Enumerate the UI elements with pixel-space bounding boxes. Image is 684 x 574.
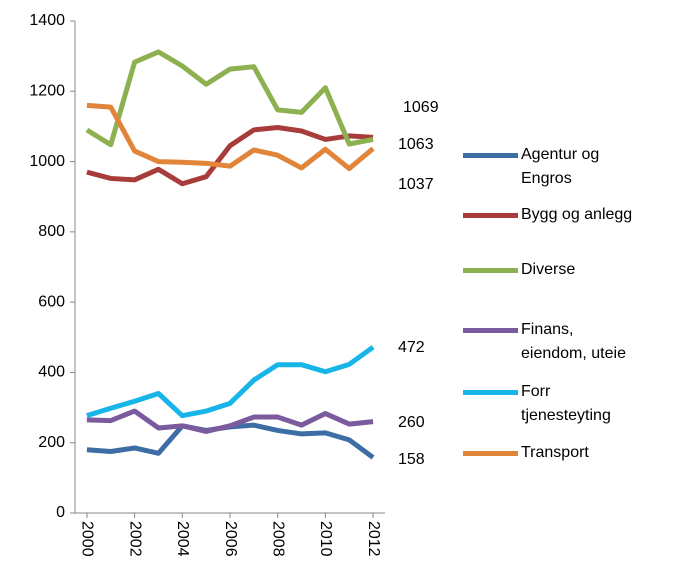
series-line: [86, 422, 375, 460]
y-tick-label: 200: [38, 434, 65, 451]
legend-swatch: [463, 390, 518, 395]
y-tick-label: 1000: [29, 153, 65, 170]
y-tick-label: 600: [38, 293, 65, 310]
legend-label: Bygg og anlegg: [521, 206, 633, 223]
series-line: [85, 49, 374, 148]
x-tick-label: 2002: [126, 521, 143, 557]
x-tick-label: 2006: [222, 521, 239, 557]
legend-label: Agentur og Engros: [521, 146, 600, 187]
x-tick-label: 2010: [317, 521, 334, 557]
legend-label: Forr tjenesteyting: [521, 383, 611, 424]
x-tick-label: 2012: [365, 521, 382, 557]
end-label: 158: [398, 451, 425, 468]
y-tick-label: 0: [56, 504, 65, 521]
series-line: [86, 408, 374, 434]
legend-label: Finans, eiendom, uteie: [521, 321, 626, 362]
y-tick-label: 800: [38, 223, 65, 240]
legend-label: Diverse: [521, 261, 576, 278]
end-label: 1063: [398, 136, 434, 153]
legend-swatch: [463, 328, 518, 333]
series-line: [86, 345, 375, 419]
x-tick-label: 2008: [269, 521, 286, 557]
x-tick-label: 2000: [79, 521, 96, 557]
x-tick-label: 2004: [174, 521, 191, 557]
y-tick-label: 400: [38, 364, 65, 381]
legend-swatch: [463, 451, 518, 456]
series-line: [86, 124, 374, 187]
end-label: 1069: [403, 99, 439, 116]
end-label: 472: [398, 339, 425, 356]
legend-label: Transport: [521, 444, 589, 461]
legend-swatch: [463, 153, 518, 158]
end-label: 260: [398, 414, 425, 431]
y-tick-label: 1200: [29, 83, 65, 100]
end-label: 1037: [398, 176, 434, 193]
series-line: [86, 102, 375, 172]
y-tick-label: 1400: [29, 12, 65, 29]
legend-swatch: [463, 213, 518, 218]
legend-swatch: [463, 268, 518, 273]
